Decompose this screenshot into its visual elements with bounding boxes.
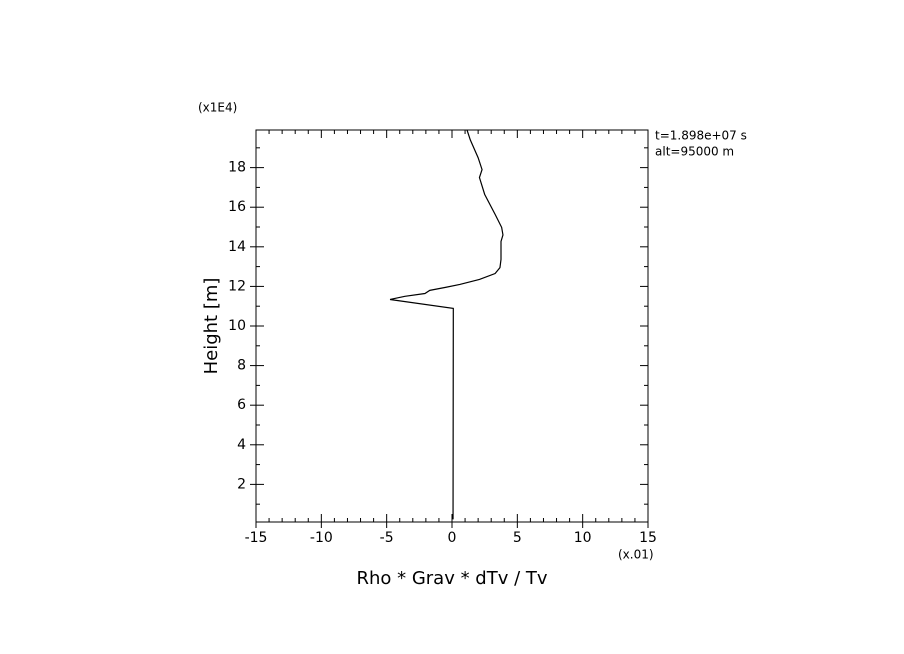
y-multiplier: (x1E4) [198, 101, 237, 115]
x-tick-label: 0 [448, 530, 457, 546]
y-tick-label: 12 [228, 278, 246, 294]
x-tick-label: 5 [513, 530, 522, 546]
x-tick-label: 10 [574, 530, 592, 546]
y-axis-label: Height [m] [201, 278, 222, 375]
y-tick-label: 2 [237, 476, 246, 492]
x-tick-label: -5 [380, 530, 394, 546]
y-tick-label: 18 [228, 160, 246, 176]
x-multiplier: (x.01) [618, 548, 654, 562]
y-tick-label: 14 [228, 239, 246, 255]
x-axis-label: Rho * Grav * dTv / Tv [356, 568, 547, 589]
y-tick-label: 16 [228, 199, 246, 215]
x-tick-label: 15 [639, 530, 657, 546]
y-tick-label: 8 [237, 358, 246, 374]
data-line [389, 129, 504, 520]
x-tick-label: -10 [310, 530, 333, 546]
y-tick-label: 6 [237, 397, 246, 413]
annotation: alt=95000 m [655, 145, 734, 159]
plot-frame [255, 129, 649, 523]
x-tick-label: -15 [245, 530, 268, 546]
y-tick-label: 10 [228, 318, 246, 334]
y-tick-label: 4 [237, 437, 246, 453]
annotation: t=1.898e+07 s [655, 129, 747, 143]
